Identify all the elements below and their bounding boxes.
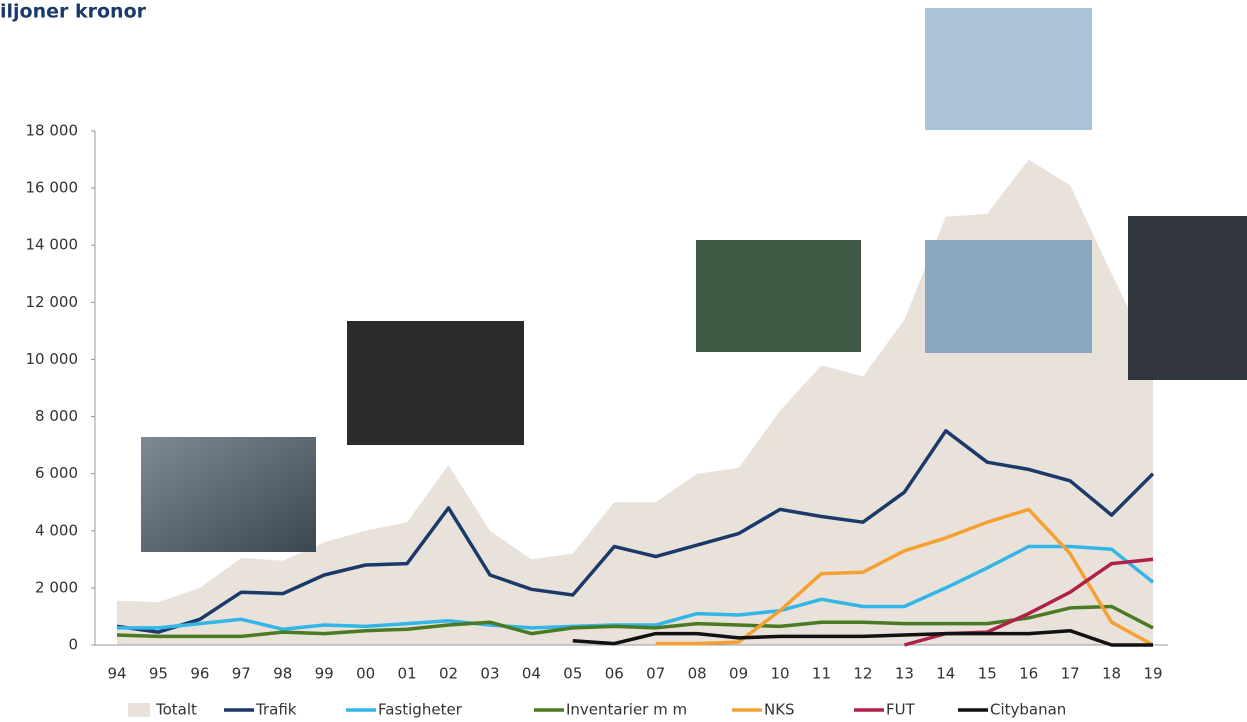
area	[117, 159, 1153, 645]
x-tick-label: 09	[729, 665, 748, 683]
x-tick-label: 18	[1102, 665, 1121, 683]
y-tick-label: 18 000	[26, 122, 79, 140]
x-tick-label: 19	[1143, 665, 1162, 683]
y-tick-label: 8 000	[35, 407, 78, 425]
line	[116, 604, 1154, 639]
x-tick-label: 16	[1019, 665, 1038, 683]
x-tick-label: 10	[770, 665, 789, 683]
legend: Totalt Trafik Fastigheter Inventarier m m NK…	[128, 701, 1066, 719]
y-tick-label: 16 000	[26, 179, 79, 197]
x-tick-label: 07	[646, 665, 665, 683]
x-tick-label: 04	[522, 665, 541, 683]
line	[655, 507, 1154, 647]
line	[116, 429, 1155, 634]
x-tick-label: 05	[563, 665, 582, 683]
x-tick-label: 15	[978, 665, 997, 683]
x-tick-label: 98	[273, 665, 292, 683]
legend-label: Citybanan	[990, 701, 1066, 719]
y-tick-label: 12 000	[26, 293, 79, 311]
legend-label: NKS	[764, 701, 795, 719]
legend-label: FUT	[886, 701, 916, 719]
photo	[347, 321, 524, 445]
x-tick-label: 14	[936, 665, 955, 683]
y-tick-label: 2 000	[35, 578, 78, 596]
legend-label: Totalt	[155, 701, 197, 719]
photo	[925, 240, 1092, 353]
photos	[141, 8, 1247, 552]
y-tick-label: 0	[68, 636, 78, 654]
x-tick-label: 95	[149, 665, 168, 683]
photo	[141, 437, 316, 552]
x-tick-label: 03	[480, 665, 499, 683]
x-tick-label: 17	[1061, 665, 1080, 683]
photo	[696, 240, 861, 352]
legend-label: Trafik	[255, 701, 297, 719]
x-tick-label: 01	[398, 665, 417, 683]
photo	[1128, 216, 1247, 380]
x-tick-label: 00	[356, 665, 375, 683]
x-tick-label: 96	[190, 665, 209, 683]
chart-title: iljoner kronor	[0, 1, 147, 23]
legend-label: Inventarier m m	[566, 701, 687, 719]
y-tick-label: 6 000	[35, 464, 78, 482]
x-tick-label: 08	[688, 665, 707, 683]
x-tick-label: 12	[853, 665, 872, 683]
photo	[925, 8, 1092, 130]
y-tick-label: 14 000	[26, 236, 79, 254]
line	[117, 544, 1155, 632]
y-tick-label: 10 000	[26, 350, 79, 368]
x-tick-label: 02	[439, 665, 458, 683]
x-tick-label: 97	[232, 665, 251, 683]
x-tick-label: 06	[605, 665, 624, 683]
legend-label: Fastigheter	[378, 701, 463, 719]
y-tick-label: 4 000	[35, 521, 78, 539]
x-tick-label: 11	[812, 665, 831, 683]
x-tick-label: 99	[315, 665, 334, 683]
x-tick-label: 13	[895, 665, 914, 683]
x-tick-label: 94	[107, 665, 126, 683]
line	[572, 628, 1153, 647]
legend-swatch	[128, 703, 150, 717]
